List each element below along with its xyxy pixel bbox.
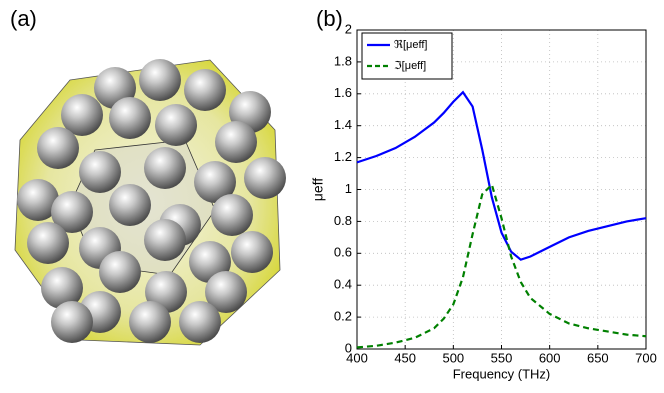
sphere [129,301,171,343]
sphere [194,161,236,203]
sphere [179,301,221,343]
sphere [205,271,247,313]
legend-label: ℑ[μeff] [394,60,426,72]
x-tick-label: 500 [442,350,464,365]
panel-label: (a) [10,6,37,31]
legend-box [361,32,453,80]
spheres [17,59,286,343]
sphere [51,191,93,233]
sphere [37,127,79,169]
sphere [155,104,197,146]
sphere [109,184,151,226]
series-line [356,90,647,261]
sphere [184,69,226,111]
sphere [41,267,83,309]
y-tick-label: 2 [345,21,352,36]
x-tick-label: 700 [635,350,657,365]
sphere [61,94,103,136]
y-tick-label: 0.6 [334,245,352,260]
y-tick-label: 1.6 [334,85,352,100]
sphere [211,194,253,236]
y-tick-label: 0.8 [334,213,352,228]
sphere [231,231,273,273]
panel-label: (b) [316,6,343,31]
series-line [356,182,647,349]
sphere [144,219,186,261]
y-tick-label: 0 [345,340,352,355]
sphere [79,151,121,193]
y-tick-label: 0.4 [334,277,352,292]
y-tick-label: 1.4 [334,117,352,132]
y-tick-label: 0.2 [334,309,352,324]
y-tick-label: 1.2 [334,149,352,164]
y-tick-label: 1.8 [334,53,352,68]
sphere [215,121,257,163]
x-tick-label: 650 [587,350,609,365]
sphere [17,179,59,221]
sphere [27,222,69,264]
legend-label: ℜ[μeff] [394,39,427,51]
y-tick-label: 1 [345,181,352,196]
y-axis-label: μeff [310,178,326,201]
sphere [144,147,186,189]
x-tick-label: 450 [394,350,416,365]
x-tick-label: 600 [539,350,561,365]
sphere [244,157,286,199]
plot-frame [356,29,647,350]
x-tick-label: 550 [491,350,513,365]
sphere [51,301,93,343]
x-axis-label: Frequency (THz) [453,366,551,381]
sphere [139,59,181,101]
plot: 0 0.2 0.4 0.6 0.8 1 1.2 1.4 1.6 1.8 2 400 450 500 550 6… [310,21,657,381]
x-tick-label: 400 [346,350,368,365]
sphere [109,97,151,139]
sphere [99,251,141,293]
